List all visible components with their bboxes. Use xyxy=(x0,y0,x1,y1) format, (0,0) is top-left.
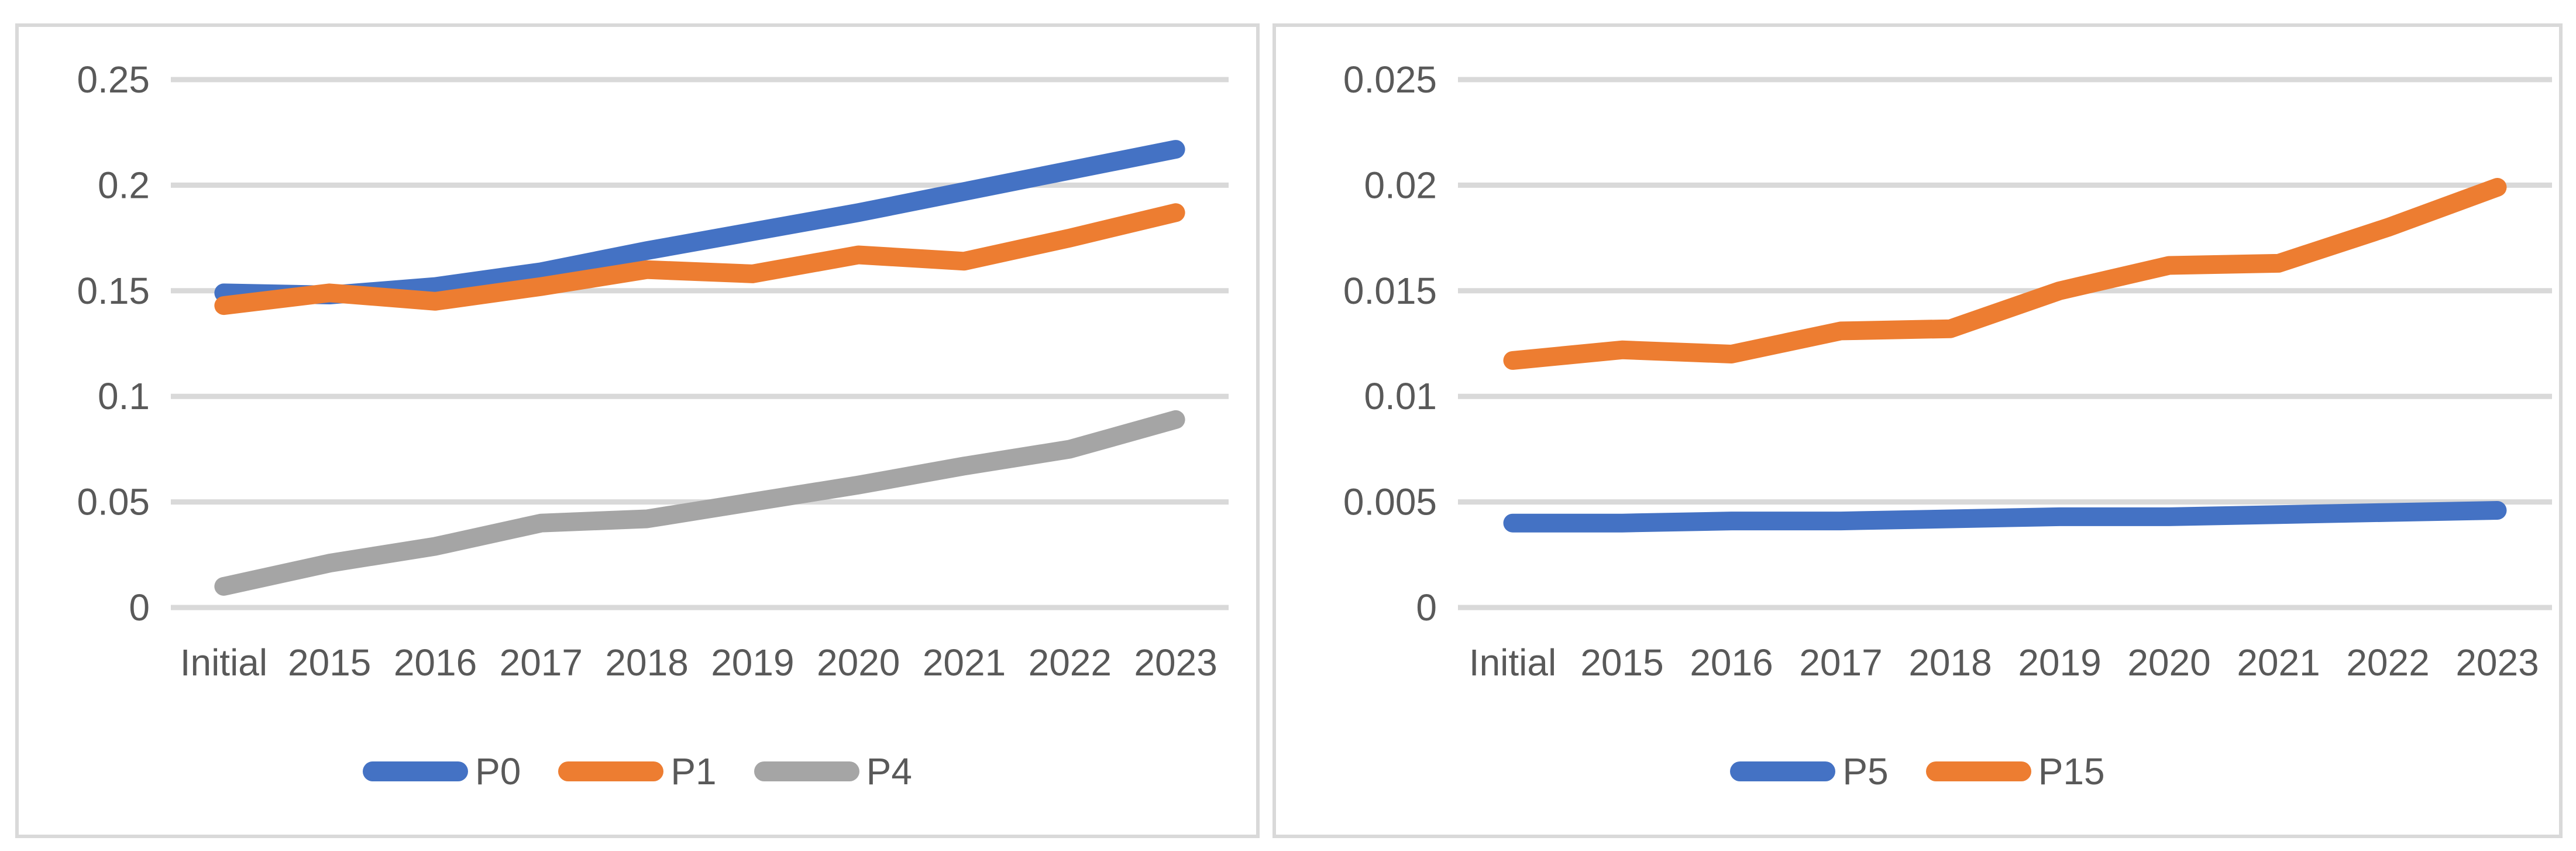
y-tick-label: 0.025 xyxy=(1343,59,1437,101)
y-tick-label: 0.015 xyxy=(1343,270,1437,312)
x-tick-label: Initial xyxy=(180,641,267,684)
left-chart-legend: P0 P1 P4 xyxy=(19,743,1256,799)
y-tick-label: 0 xyxy=(1416,586,1437,629)
x-tick-label: 2020 xyxy=(2127,641,2210,684)
x-tick-label: 2021 xyxy=(2237,641,2320,684)
x-tick-label: 2023 xyxy=(1134,641,1217,684)
x-tick-label: 2023 xyxy=(2455,641,2539,684)
legend-label-P4: P4 xyxy=(866,750,912,792)
left-chart-panel: 0.25 0.2 0.15 0.1 0.05 0 Initial 2015 2016 2017 20… xyxy=(15,23,1260,838)
x-tick-label: 2021 xyxy=(923,641,1006,684)
y-tick-label: 0.15 xyxy=(77,270,150,312)
legend-item-P4: P4 xyxy=(754,753,912,790)
right-chart-legend: P5 P15 xyxy=(1276,743,2559,799)
x-tick-label: 2017 xyxy=(1799,641,1882,684)
series-line-P4 xyxy=(214,410,1185,596)
x-tick-label: Initial xyxy=(1469,641,1556,684)
x-tick-label: 2022 xyxy=(1029,641,1112,684)
x-tick-label: 2022 xyxy=(2346,641,2429,684)
y-tick-label: 0.01 xyxy=(1364,375,1437,417)
x-tick-label: 2018 xyxy=(605,641,688,684)
legend-item-P1: P1 xyxy=(558,750,717,792)
x-tick-label: 2015 xyxy=(288,641,371,684)
x-tick-label: 2019 xyxy=(711,641,794,684)
series-line-P1 xyxy=(214,203,1185,315)
legend-swatch-P0 xyxy=(363,761,469,781)
y-tick-label: 0.005 xyxy=(1343,481,1437,523)
legend-swatch-P15 xyxy=(1925,761,2031,781)
legend-swatch-P1 xyxy=(558,761,664,781)
legend-label-P1: P1 xyxy=(670,750,717,792)
legend-item-P0: P0 xyxy=(363,753,521,790)
right-chart-plot: 0.025 0.02 0.015 0.01 0.005 0 Initial 2015 2016 2… xyxy=(1343,59,2552,684)
legend-label-P15: P15 xyxy=(2038,750,2105,792)
y-tick-label: 0.02 xyxy=(1364,164,1437,206)
legend-swatch-P5 xyxy=(1730,761,1836,781)
x-tick-label: 2016 xyxy=(1690,641,1773,684)
left-chart-plot: 0.25 0.2 0.15 0.1 0.05 0 Initial 2015 2016 2017 20… xyxy=(77,59,1229,684)
legend-label-P5: P5 xyxy=(1842,750,1889,792)
x-tick-label: 2016 xyxy=(394,641,477,684)
right-chart-panel: 0.025 0.02 0.015 0.01 0.005 0 Initial 2015 2016 2… xyxy=(1272,23,2563,838)
x-tick-label: 2020 xyxy=(817,641,900,684)
x-tick-label: 2018 xyxy=(1908,641,1992,684)
y-tick-label: 0 xyxy=(129,586,150,629)
x-tick-label: 2015 xyxy=(1580,641,1663,684)
legend-label-P0: P0 xyxy=(475,750,521,792)
legend-swatch-P4 xyxy=(754,761,859,781)
x-tick-label: 2017 xyxy=(500,641,583,684)
y-tick-label: 0.05 xyxy=(77,481,150,523)
y-tick-label: 0.2 xyxy=(98,164,150,206)
y-tick-label: 0.1 xyxy=(98,375,150,417)
series-line-P5 xyxy=(1503,501,2507,533)
x-tick-label: 2019 xyxy=(2018,641,2101,684)
legend-item-P15: P15 xyxy=(1925,750,2105,792)
legend-item-P5: P5 xyxy=(1730,750,1889,792)
y-tick-label: 0.25 xyxy=(77,59,150,101)
series-line-P15 xyxy=(1503,178,2507,370)
